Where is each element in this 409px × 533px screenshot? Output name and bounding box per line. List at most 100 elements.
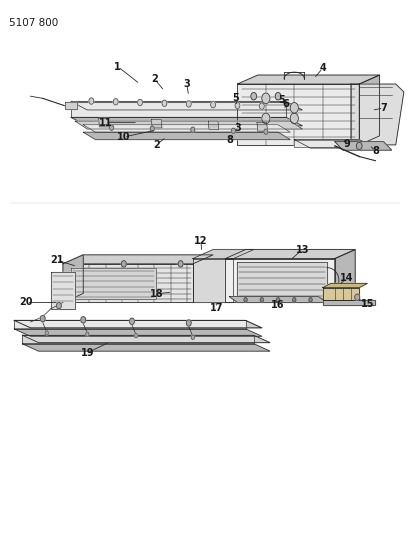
Polygon shape [71, 101, 302, 110]
Polygon shape [14, 320, 261, 328]
Circle shape [234, 102, 239, 109]
Polygon shape [51, 272, 75, 309]
Circle shape [276, 298, 279, 302]
Text: 15: 15 [360, 298, 373, 309]
Polygon shape [22, 344, 269, 351]
Circle shape [89, 98, 94, 104]
Circle shape [186, 101, 191, 107]
Polygon shape [75, 121, 302, 129]
Polygon shape [22, 335, 253, 344]
Circle shape [162, 100, 166, 107]
Text: 5107 800: 5107 800 [9, 18, 58, 28]
Circle shape [186, 320, 191, 326]
Circle shape [137, 99, 142, 106]
Polygon shape [334, 249, 354, 302]
Circle shape [178, 261, 183, 267]
Text: 4: 4 [319, 63, 325, 73]
Circle shape [274, 93, 280, 100]
Polygon shape [63, 255, 213, 264]
Circle shape [190, 127, 194, 132]
Polygon shape [83, 132, 290, 140]
Polygon shape [14, 329, 261, 336]
Text: 1: 1 [114, 62, 121, 71]
Circle shape [243, 298, 247, 302]
Circle shape [292, 298, 295, 302]
Polygon shape [71, 268, 156, 300]
Polygon shape [208, 121, 218, 130]
Polygon shape [151, 119, 162, 128]
Polygon shape [322, 288, 358, 300]
Polygon shape [294, 140, 375, 148]
Polygon shape [294, 140, 358, 147]
Circle shape [45, 331, 48, 335]
Text: 6: 6 [282, 99, 289, 109]
Polygon shape [358, 75, 379, 145]
Polygon shape [22, 335, 269, 343]
Text: 3: 3 [183, 79, 190, 89]
Text: 5: 5 [278, 95, 285, 106]
Circle shape [81, 317, 85, 323]
Circle shape [290, 102, 298, 113]
Circle shape [261, 113, 269, 124]
Text: 3: 3 [234, 123, 240, 133]
Polygon shape [334, 142, 391, 150]
Circle shape [354, 294, 359, 300]
Circle shape [109, 125, 113, 130]
Text: 17: 17 [210, 303, 223, 313]
Polygon shape [350, 84, 403, 145]
Circle shape [40, 316, 45, 322]
Circle shape [150, 126, 154, 131]
Polygon shape [237, 75, 379, 84]
Circle shape [113, 99, 118, 105]
Circle shape [355, 142, 361, 150]
Text: 9: 9 [343, 139, 350, 149]
Polygon shape [256, 123, 267, 131]
Circle shape [129, 318, 134, 325]
Text: 13: 13 [295, 245, 308, 255]
Text: 20: 20 [20, 297, 33, 308]
Polygon shape [63, 264, 192, 302]
Circle shape [308, 298, 311, 302]
Text: 7: 7 [379, 103, 386, 113]
Circle shape [56, 302, 61, 309]
Text: 12: 12 [194, 236, 207, 246]
Text: 10: 10 [117, 132, 130, 142]
Circle shape [260, 298, 263, 302]
Text: 11: 11 [99, 118, 112, 128]
Polygon shape [63, 255, 83, 302]
Polygon shape [192, 259, 233, 302]
Text: 18: 18 [149, 289, 163, 299]
Text: 14: 14 [339, 273, 353, 283]
Text: 21: 21 [50, 255, 63, 265]
Text: 8: 8 [371, 146, 378, 156]
Circle shape [134, 334, 137, 338]
Polygon shape [237, 262, 326, 298]
Text: 19: 19 [80, 348, 94, 358]
Polygon shape [322, 300, 375, 304]
Polygon shape [71, 101, 285, 117]
Polygon shape [71, 117, 302, 126]
Text: 2: 2 [153, 140, 159, 150]
Circle shape [263, 129, 267, 134]
Circle shape [290, 113, 298, 124]
Polygon shape [225, 249, 354, 259]
Polygon shape [322, 284, 366, 288]
Circle shape [261, 93, 269, 103]
Text: 8: 8 [225, 134, 232, 144]
Circle shape [231, 128, 235, 133]
Circle shape [259, 103, 264, 109]
Polygon shape [192, 249, 253, 259]
Circle shape [250, 93, 256, 100]
Text: 2: 2 [151, 74, 157, 84]
Polygon shape [229, 297, 326, 302]
Circle shape [210, 101, 215, 108]
Circle shape [121, 261, 126, 267]
Text: 5: 5 [231, 93, 238, 103]
Polygon shape [83, 125, 290, 132]
Circle shape [191, 335, 194, 340]
Polygon shape [99, 118, 109, 127]
Circle shape [85, 332, 89, 336]
Polygon shape [225, 259, 334, 302]
Polygon shape [65, 101, 77, 109]
Polygon shape [237, 84, 358, 145]
